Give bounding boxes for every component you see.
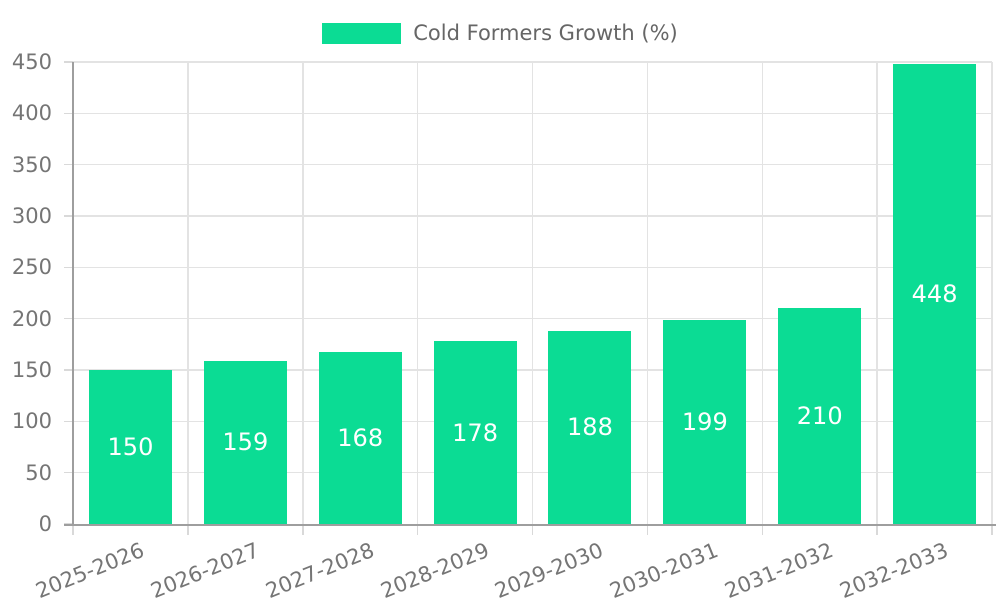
x-tick-mark: [416, 526, 419, 535]
y-tick-mark: [64, 61, 73, 63]
x-tick-mark: [72, 526, 74, 535]
y-tick-mark: [64, 369, 73, 371]
y-tick-label: 0: [38, 512, 52, 536]
x-tick-label: 2029-2030: [491, 538, 607, 600]
v-gridline: [761, 62, 763, 524]
bar[interactable]: 188: [548, 330, 632, 524]
y-tick-label: 150: [11, 358, 52, 382]
y-axis-line: [72, 62, 74, 524]
bar-value-label: 210: [796, 402, 843, 431]
bar[interactable]: 448: [893, 64, 977, 524]
y-tick-label: 350: [11, 152, 52, 177]
bar[interactable]: 150: [88, 370, 172, 524]
bar-value-label: 178: [452, 418, 498, 447]
v-gridline: [876, 62, 878, 524]
x-tick-mark: [531, 526, 534, 535]
y-tick-mark: [64, 471, 73, 474]
x-tick-label: 2026-2027: [147, 538, 263, 600]
y-tick-label: 400: [11, 101, 52, 126]
x-tick-label: 2027-2028: [262, 538, 378, 600]
v-gridline: [531, 62, 534, 524]
x-axis-line: [64, 524, 996, 526]
bar[interactable]: 199: [663, 319, 747, 524]
bar[interactable]: 210: [778, 308, 862, 524]
x-tick-mark: [876, 526, 878, 535]
bar[interactable]: 159: [203, 360, 287, 524]
x-tick-mark: [187, 526, 189, 535]
x-tick-mark: [302, 526, 304, 535]
x-tick-mark: [646, 526, 649, 535]
y-tick-label: 250: [11, 255, 52, 280]
bar-value-label: 159: [222, 428, 269, 457]
bar[interactable]: 178: [433, 341, 517, 524]
y-tick-mark: [64, 317, 73, 320]
legend-item[interactable]: Cold Formers Growth (%): [0, 18, 1000, 48]
y-tick-mark: [64, 420, 73, 423]
y-tick-mark: [64, 112, 73, 115]
bar-value-label: 448: [911, 280, 958, 309]
bar-value-label: 150: [107, 433, 154, 461]
bar-value-label: 168: [337, 423, 384, 452]
y-tick-label: 200: [11, 306, 52, 331]
v-gridline: [646, 62, 649, 524]
bar-value-label: 188: [567, 413, 613, 442]
x-tick-mark: [991, 526, 993, 535]
x-tick-label: 2028-2029: [376, 538, 493, 600]
v-gridline: [991, 62, 993, 524]
x-tick-mark: [761, 526, 763, 535]
legend-label: Cold Formers Growth (%): [413, 21, 678, 45]
x-tick-label: 2032-2033: [836, 538, 952, 600]
v-gridline: [187, 62, 189, 524]
y-tick-label: 100: [11, 409, 52, 434]
x-tick-label: 2031-2032: [721, 538, 837, 600]
bar-value-label: 199: [681, 407, 728, 436]
y-tick-label: 50: [25, 460, 52, 485]
bar[interactable]: 168: [318, 351, 402, 524]
y-tick-mark: [64, 163, 73, 166]
y-tick-mark: [64, 266, 73, 269]
v-gridline: [416, 62, 419, 524]
y-tick-label: 300: [11, 204, 52, 228]
x-tick-label: 2030-2031: [606, 538, 722, 600]
y-tick-label: 450: [11, 50, 52, 74]
y-tick-mark: [64, 215, 73, 217]
x-tick-label: 2025-2026: [32, 538, 148, 600]
v-gridline: [302, 62, 304, 524]
legend-swatch: [322, 22, 402, 44]
